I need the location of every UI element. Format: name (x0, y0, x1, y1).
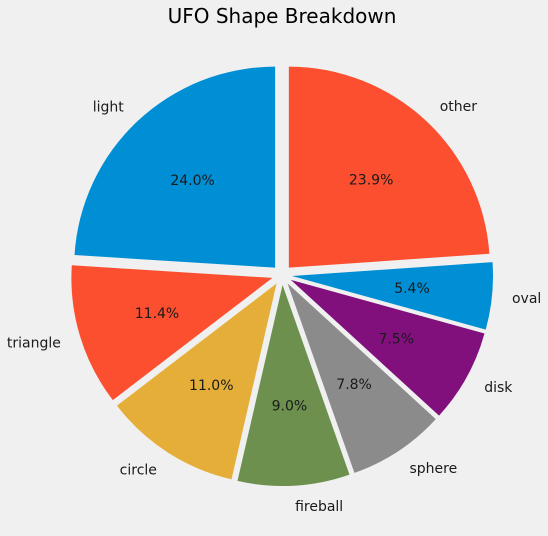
pie-label-fireball: fireball (295, 499, 343, 515)
pie-pct-disk: 7.5% (379, 331, 415, 347)
pie-pct-sphere: 7.8% (336, 377, 372, 393)
pie-label-light: light (93, 99, 125, 115)
pie-pct-oval: 5.4% (394, 281, 430, 297)
pie-label-sphere: sphere (410, 461, 458, 477)
pie-slice-light (75, 67, 276, 268)
pie-label-disk: disk (484, 380, 513, 396)
pie-label-circle: circle (120, 462, 157, 478)
pie-pct-circle: 11.0% (189, 378, 233, 394)
pie-slices (71, 67, 493, 486)
pie-pct-triangle: 11.4% (135, 306, 179, 322)
pie-label-triangle: triangle (7, 335, 61, 351)
chart-title: UFO Shape Breakdown (168, 4, 397, 28)
pie-label-oval: oval (512, 291, 541, 307)
pie-pct-fireball: 9.0% (272, 398, 308, 414)
pie-pct-other: 23.9% (349, 172, 393, 188)
pie-pct-light: 24.0% (170, 173, 214, 189)
pie-slice-other (289, 67, 490, 268)
pie-label-other: other (440, 99, 478, 115)
